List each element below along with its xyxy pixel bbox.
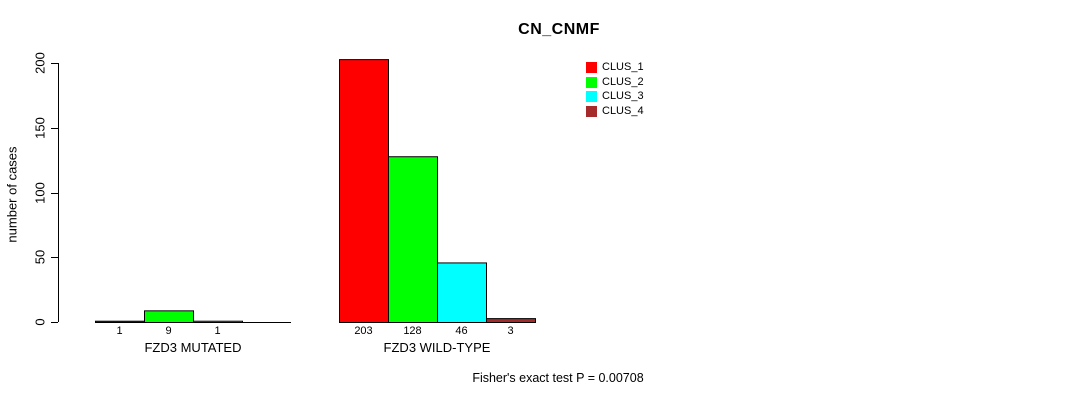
bar-value-label: 1 — [116, 325, 122, 337]
y-tick-label: 100 — [32, 182, 47, 204]
chart-title: CN_CNMF — [518, 21, 600, 38]
group-label: FZD3 MUTATED — [144, 340, 241, 355]
legend-item: CLUS_1 — [586, 62, 644, 73]
bar-value-label: 203 — [354, 325, 372, 337]
bar-CLUS_3-0 — [193, 320, 243, 323]
y-tick-label: 150 — [32, 117, 47, 139]
bar-value-label: 46 — [455, 325, 467, 337]
bar-CLUS_2-1 — [388, 156, 438, 323]
legend-label: CLUS_3 — [602, 90, 644, 102]
bar-CLUS_2-0 — [144, 310, 194, 324]
legend-label: CLUS_1 — [602, 61, 644, 73]
legend-item: CLUS_2 — [586, 75, 644, 88]
legend-item: CLUS_4 — [586, 104, 644, 117]
bar-CLUS_4-1 — [486, 318, 536, 323]
group-label: FZD3 WILD-TYPE — [384, 340, 491, 355]
legend-swatch — [586, 105, 597, 117]
y-tick-label: 50 — [32, 250, 47, 264]
y-tick-label: 0 — [32, 318, 47, 325]
bar-CLUS_3-1 — [437, 262, 487, 323]
bar-value-label: 9 — [165, 325, 171, 337]
bar-value-label: 1 — [214, 325, 220, 337]
y-tick-label: 200 — [32, 52, 47, 74]
fisher-test-note: Fisher's exact test P = 0.00708 — [472, 371, 644, 385]
legend-swatch — [586, 62, 597, 73]
legend-swatch — [586, 91, 597, 102]
legend: CLUS_1 CLUS_2 CLUS_3 CLUS_4 — [586, 62, 644, 120]
legend-label: CLUS_4 — [602, 104, 644, 117]
bar-value-label: 3 — [507, 325, 513, 337]
bar-value-label: 128 — [403, 325, 421, 337]
legend-label: CLUS_2 — [602, 75, 644, 88]
bar-CLUS_1-0 — [95, 320, 145, 323]
legend-item: CLUS_3 — [586, 91, 644, 102]
bar-CLUS_1-1 — [339, 59, 389, 324]
legend-swatch — [586, 76, 597, 88]
